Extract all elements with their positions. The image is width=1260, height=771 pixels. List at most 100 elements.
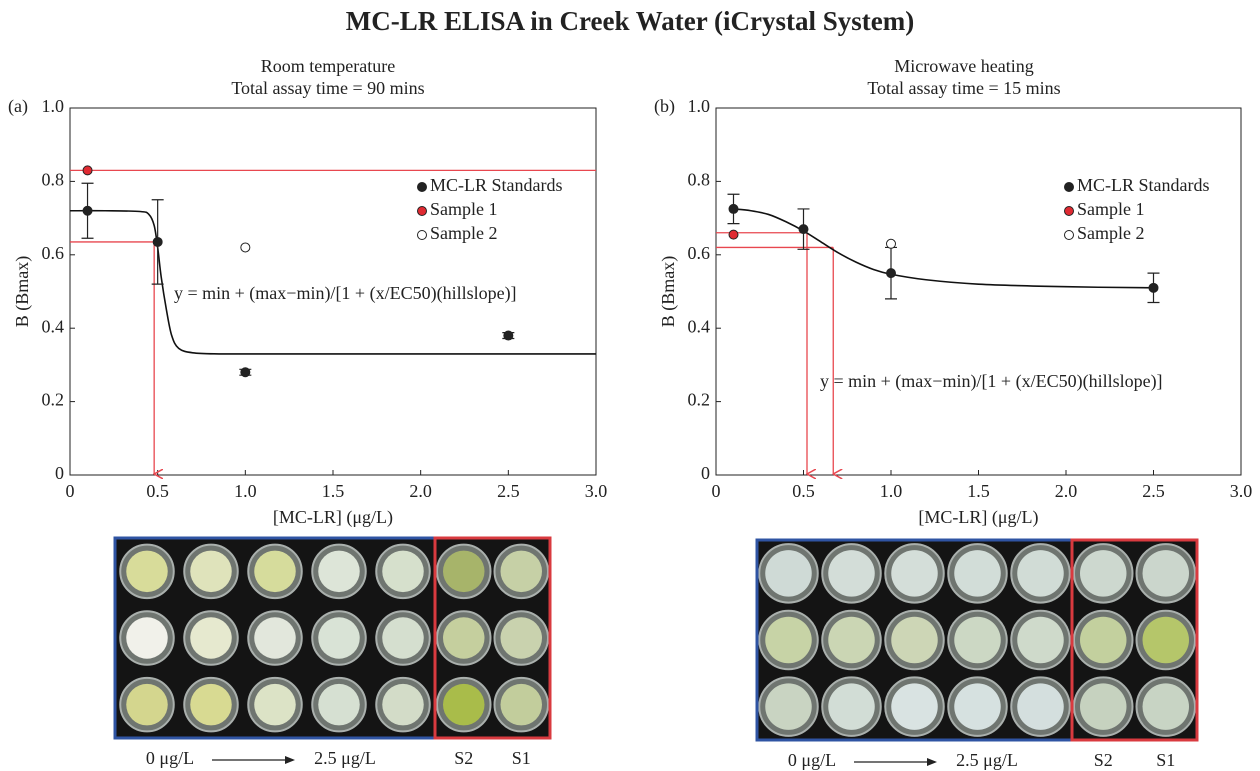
well	[382, 683, 424, 726]
well	[318, 683, 360, 726]
well	[1142, 616, 1189, 664]
x-tick-label: 0	[712, 481, 721, 501]
well-plate	[755, 538, 1199, 742]
well	[1142, 683, 1189, 730]
well	[382, 617, 424, 659]
well	[318, 550, 360, 593]
y-tick-label: 1.0	[42, 96, 65, 116]
x-tick-label: 1.5	[967, 481, 990, 501]
well	[500, 550, 542, 593]
data-point	[82, 205, 93, 216]
x-tick-label: 0.5	[792, 481, 815, 501]
well	[126, 550, 168, 593]
y-tick-label: 0	[701, 463, 710, 483]
x-tick-label: 1.0	[880, 481, 903, 501]
well	[954, 550, 1001, 597]
data-point	[798, 224, 809, 235]
x-axis-label: [MC-LR] (μg/L)	[918, 507, 1038, 528]
x-tick-label: 1.5	[322, 481, 345, 501]
well	[891, 683, 938, 730]
legend-marker	[417, 206, 427, 216]
x-tick-label: 3.0	[585, 481, 608, 501]
well	[500, 617, 542, 659]
y-tick-label: 0.2	[688, 390, 711, 410]
legend-marker	[417, 230, 427, 240]
y-tick-label: 0.4	[42, 316, 65, 336]
panel-label: (b)	[654, 96, 675, 117]
samples-box	[433, 536, 552, 740]
legend-marker	[1064, 206, 1074, 216]
data-point	[728, 229, 739, 240]
well	[382, 550, 424, 593]
well	[765, 550, 812, 597]
legend-label: Sample 1	[430, 199, 498, 219]
x-tick-label: 3.0	[1230, 481, 1253, 501]
well	[443, 683, 485, 726]
panel-subtitle: Total assay time = 90 mins	[231, 78, 424, 98]
data-point	[503, 330, 514, 341]
well	[190, 683, 232, 726]
equation: y = min + (max−min)/[1 + (x/EC50)(hillsl…	[820, 371, 1163, 392]
data-point	[886, 268, 896, 279]
x-axis-label: [MC-LR] (μg/L)	[273, 507, 393, 528]
legend-label: Sample 1	[1077, 199, 1145, 219]
y-tick-label: 0.8	[688, 170, 711, 190]
plate-label: 2.5 μg/L	[314, 748, 376, 768]
well	[254, 550, 296, 593]
plate-arrowhead	[927, 758, 937, 766]
legend-label: MC-LR Standards	[430, 175, 563, 195]
well	[500, 683, 542, 726]
panel-title: Room temperature	[261, 56, 395, 76]
samples-box	[1070, 538, 1199, 742]
data-point	[152, 236, 163, 247]
fit-curve	[733, 208, 1154, 289]
y-tick-label: 0	[55, 463, 64, 483]
plate-label: 0 μg/L	[788, 750, 836, 770]
y-tick-label: 0.6	[688, 243, 711, 263]
data-point	[728, 203, 739, 214]
fit-curve	[69, 209, 596, 355]
plate-label: S1	[1156, 750, 1175, 770]
well	[1017, 550, 1064, 597]
well	[828, 683, 875, 730]
well	[1080, 550, 1127, 597]
figure-title: MC-LR ELISA in Creek Water (iCrystal Sys…	[346, 6, 914, 36]
well	[254, 683, 296, 726]
x-tick-label: 2.0	[1055, 481, 1078, 501]
well	[1017, 683, 1064, 730]
plate-label: S2	[454, 748, 473, 768]
data-point	[240, 367, 251, 378]
panel-label: (a)	[8, 96, 28, 117]
well	[443, 617, 485, 659]
well	[190, 550, 232, 593]
well	[254, 617, 296, 659]
legend-marker	[417, 182, 427, 192]
well	[954, 683, 1001, 730]
y-axis-label: B (Bmax)	[658, 256, 679, 328]
x-tick-label: 0	[66, 481, 75, 501]
plate-label: S2	[1094, 750, 1113, 770]
x-tick-label: 2.5	[497, 481, 520, 501]
well	[891, 616, 938, 664]
data-point	[886, 238, 896, 249]
well-plate	[113, 536, 552, 740]
legend-label: Sample 2	[1077, 223, 1145, 243]
well	[828, 550, 875, 597]
x-tick-label: 1.0	[234, 481, 257, 501]
x-tick-label: 0.5	[146, 481, 169, 501]
plate-label: 0 μg/L	[146, 748, 194, 768]
well	[126, 617, 168, 659]
y-tick-label: 0.8	[42, 170, 65, 190]
x-tick-label: 2.0	[409, 481, 432, 501]
plate-label: 2.5 μg/L	[956, 750, 1018, 770]
legend-label: Sample 2	[430, 223, 498, 243]
legend-marker	[1064, 230, 1074, 240]
well	[1017, 616, 1064, 664]
well	[954, 616, 1001, 664]
well	[891, 550, 938, 597]
panel-title: Microwave heating	[894, 56, 1033, 76]
well	[443, 550, 485, 593]
x-tick-label: 2.5	[1142, 481, 1165, 501]
well	[765, 616, 812, 664]
